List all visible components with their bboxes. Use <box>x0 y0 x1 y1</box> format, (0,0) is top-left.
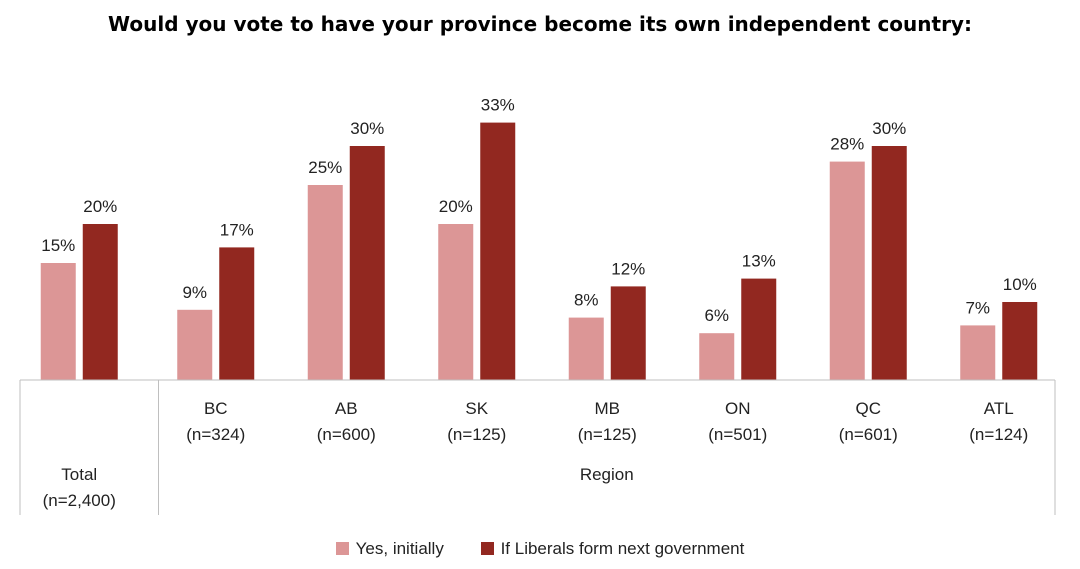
bar-liberals-3 <box>480 122 516 380</box>
data-label-yes-initially-6: 28% <box>830 135 864 154</box>
data-label-yes-initially-4: 8% <box>574 291 599 310</box>
legend-item-yes-initially: Yes, initially <box>335 538 444 559</box>
category-n-5: (n=501) <box>708 425 767 444</box>
category-n-6: (n=601) <box>839 425 898 444</box>
bar-yes-initially-6 <box>829 161 865 380</box>
data-label-yes-initially-5: 6% <box>704 306 729 325</box>
data-label-liberals-7: 10% <box>1003 275 1037 294</box>
legend-label-liberals: If Liberals form next government <box>500 538 745 558</box>
bar-yes-initially-4 <box>568 317 604 380</box>
data-label-liberals-6: 30% <box>872 119 906 138</box>
data-label-liberals-0: 20% <box>83 197 117 216</box>
data-label-liberals-5: 13% <box>742 252 776 271</box>
data-label-yes-initially-7: 7% <box>965 298 990 317</box>
group-label-total: Total <box>61 465 97 484</box>
data-label-yes-initially-0: 15% <box>41 236 75 255</box>
legend-label-yes-initially: Yes, initially <box>355 538 444 558</box>
category-n-3: (n=125) <box>447 425 506 444</box>
bar-liberals-0 <box>82 224 118 380</box>
bar-yes-initially-5 <box>699 333 735 380</box>
data-label-yes-initially-1: 9% <box>182 283 207 302</box>
category-label-6: QC <box>856 399 882 418</box>
group-label-region: Region <box>580 465 634 484</box>
legend-swatch-yes-initially <box>335 541 349 555</box>
bar-yes-initially-7 <box>960 325 996 380</box>
category-n-2: (n=600) <box>317 425 376 444</box>
category-label-7: ATL <box>984 399 1014 418</box>
category-n-0: (n=2,400) <box>43 491 116 510</box>
category-n-1: (n=324) <box>186 425 245 444</box>
chart-title: Would you vote to have your province bec… <box>108 12 972 36</box>
category-n-4: (n=125) <box>578 425 637 444</box>
bar-liberals-1 <box>219 247 255 380</box>
bar-yes-initially-3 <box>438 224 474 380</box>
category-label-2: AB <box>335 399 358 418</box>
category-label-5: ON <box>725 399 751 418</box>
data-label-liberals-4: 12% <box>611 259 645 278</box>
bar-liberals-2 <box>349 146 385 380</box>
bar-liberals-4 <box>610 286 646 380</box>
bar-liberals-6 <box>871 146 907 380</box>
bar-liberals-7 <box>1002 302 1038 380</box>
category-label-1: BC <box>204 399 228 418</box>
bar-yes-initially-1 <box>177 309 213 380</box>
data-label-liberals-3: 33% <box>481 96 515 115</box>
category-label-3: SK <box>465 399 488 418</box>
data-label-yes-initially-2: 25% <box>308 158 342 177</box>
data-label-yes-initially-3: 20% <box>439 197 473 216</box>
category-label-4: MB <box>595 399 621 418</box>
bar-liberals-5 <box>741 278 777 380</box>
legend-item-liberals: If Liberals form next government <box>480 538 745 559</box>
bar-yes-initially-2 <box>307 185 343 380</box>
legend-swatch-liberals <box>480 541 494 555</box>
category-n-7: (n=124) <box>969 425 1028 444</box>
data-label-liberals-1: 17% <box>220 220 254 239</box>
bar-yes-initially-0 <box>40 263 76 380</box>
legend: Yes, initially If Liberals form next gov… <box>0 538 1080 559</box>
data-label-liberals-2: 30% <box>350 119 384 138</box>
